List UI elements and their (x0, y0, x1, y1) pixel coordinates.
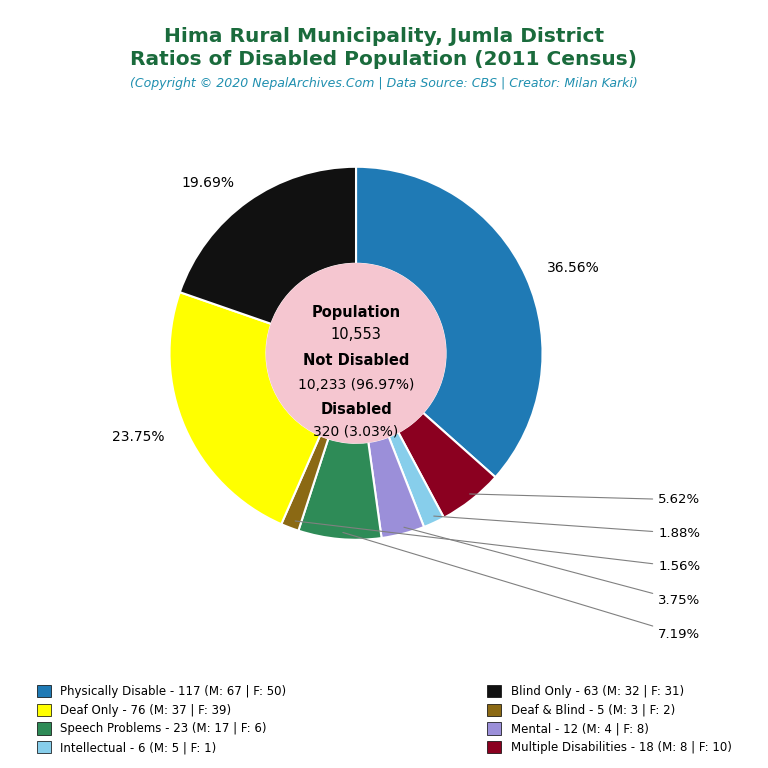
Wedge shape (389, 432, 444, 527)
Text: 10,233 (96.97%): 10,233 (96.97%) (298, 378, 414, 392)
Text: Population: Population (312, 305, 401, 319)
Text: Disabled: Disabled (320, 402, 392, 417)
Wedge shape (356, 167, 542, 477)
Text: 320 (3.03%): 320 (3.03%) (313, 425, 399, 439)
Text: 7.19%: 7.19% (343, 532, 700, 641)
Legend: Physically Disable - 117 (M: 67 | F: 50), Deaf Only - 76 (M: 37 | F: 39), Speech: Physically Disable - 117 (M: 67 | F: 50)… (37, 684, 286, 754)
Text: 1.88%: 1.88% (434, 516, 700, 540)
Text: 23.75%: 23.75% (112, 430, 164, 444)
Text: 19.69%: 19.69% (182, 176, 235, 190)
Text: Not Disabled: Not Disabled (303, 353, 409, 368)
Wedge shape (399, 412, 495, 518)
Wedge shape (281, 435, 329, 531)
Text: Ratios of Disabled Population (2011 Census): Ratios of Disabled Population (2011 Cens… (131, 50, 637, 69)
Text: 1.56%: 1.56% (295, 521, 700, 574)
Wedge shape (369, 437, 424, 538)
Text: Hima Rural Municipality, Jumla District: Hima Rural Municipality, Jumla District (164, 27, 604, 46)
Text: 10,553: 10,553 (330, 327, 382, 342)
Text: 5.62%: 5.62% (470, 493, 700, 506)
Legend: Blind Only - 63 (M: 32 | F: 31), Deaf & Blind - 5 (M: 3 | F: 2), Mental - 12 (M:: Blind Only - 63 (M: 32 | F: 31), Deaf & … (487, 684, 731, 754)
Wedge shape (170, 292, 320, 525)
Wedge shape (180, 167, 356, 324)
Circle shape (266, 263, 445, 443)
Text: 36.56%: 36.56% (547, 260, 599, 275)
Text: (Copyright © 2020 NepalArchives.Com | Data Source: CBS | Creator: Milan Karki): (Copyright © 2020 NepalArchives.Com | Da… (130, 77, 638, 90)
Text: 3.75%: 3.75% (404, 528, 700, 607)
Wedge shape (299, 439, 382, 540)
